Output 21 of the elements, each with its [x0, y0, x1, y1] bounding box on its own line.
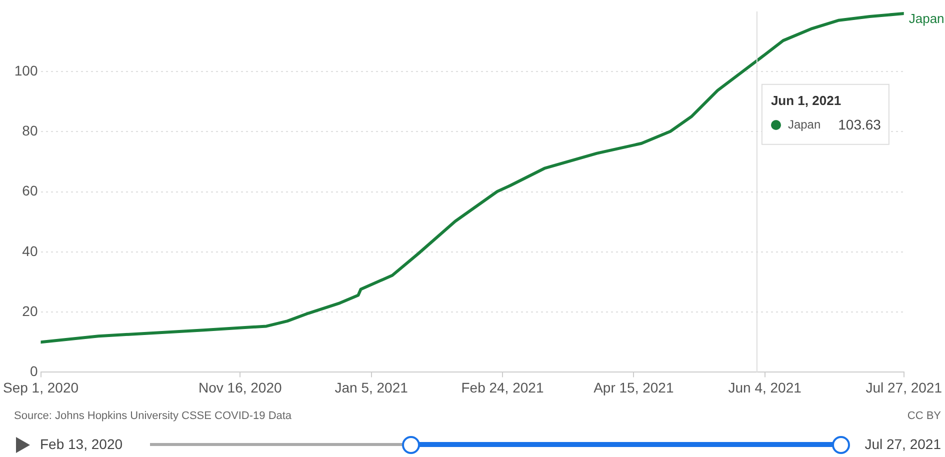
text: Feb 13, 2020 [40, 436, 123, 452]
x-tick-label: Jan 5, 2021 [334, 379, 408, 396]
y-tick-label: 0 [30, 363, 38, 380]
series-label: Japan [908, 11, 944, 26]
y-tick-label: 80 [22, 122, 38, 139]
y-tick-label: 40 [22, 242, 38, 259]
source-note: Source: Johns Hopkins University CSSE COVID-19 Data [14, 410, 292, 422]
text: Jul 27, 2021 [864, 436, 941, 452]
x-tick-label: Nov 16, 2020 [198, 379, 282, 396]
y-tick-label: 60 [22, 182, 38, 199]
annotation: Jun 1, 2021 [770, 92, 842, 108]
x-tick-label: Sep 1, 2020 [2, 379, 79, 396]
text: CC BY [907, 410, 941, 422]
y-tick-label: 100 [14, 62, 38, 78]
annotation: 103.63 [838, 116, 882, 132]
x-tick-label: Feb 24, 2021 [461, 379, 544, 396]
annotation: Japan [788, 118, 821, 132]
x-tick-label: Apr 15, 2021 [594, 379, 674, 396]
x-tick-label: Jun 4, 2021 [728, 379, 802, 396]
x-tick-label: Jul 27, 2021 [866, 379, 942, 396]
y-tick-label: 20 [22, 302, 38, 319]
